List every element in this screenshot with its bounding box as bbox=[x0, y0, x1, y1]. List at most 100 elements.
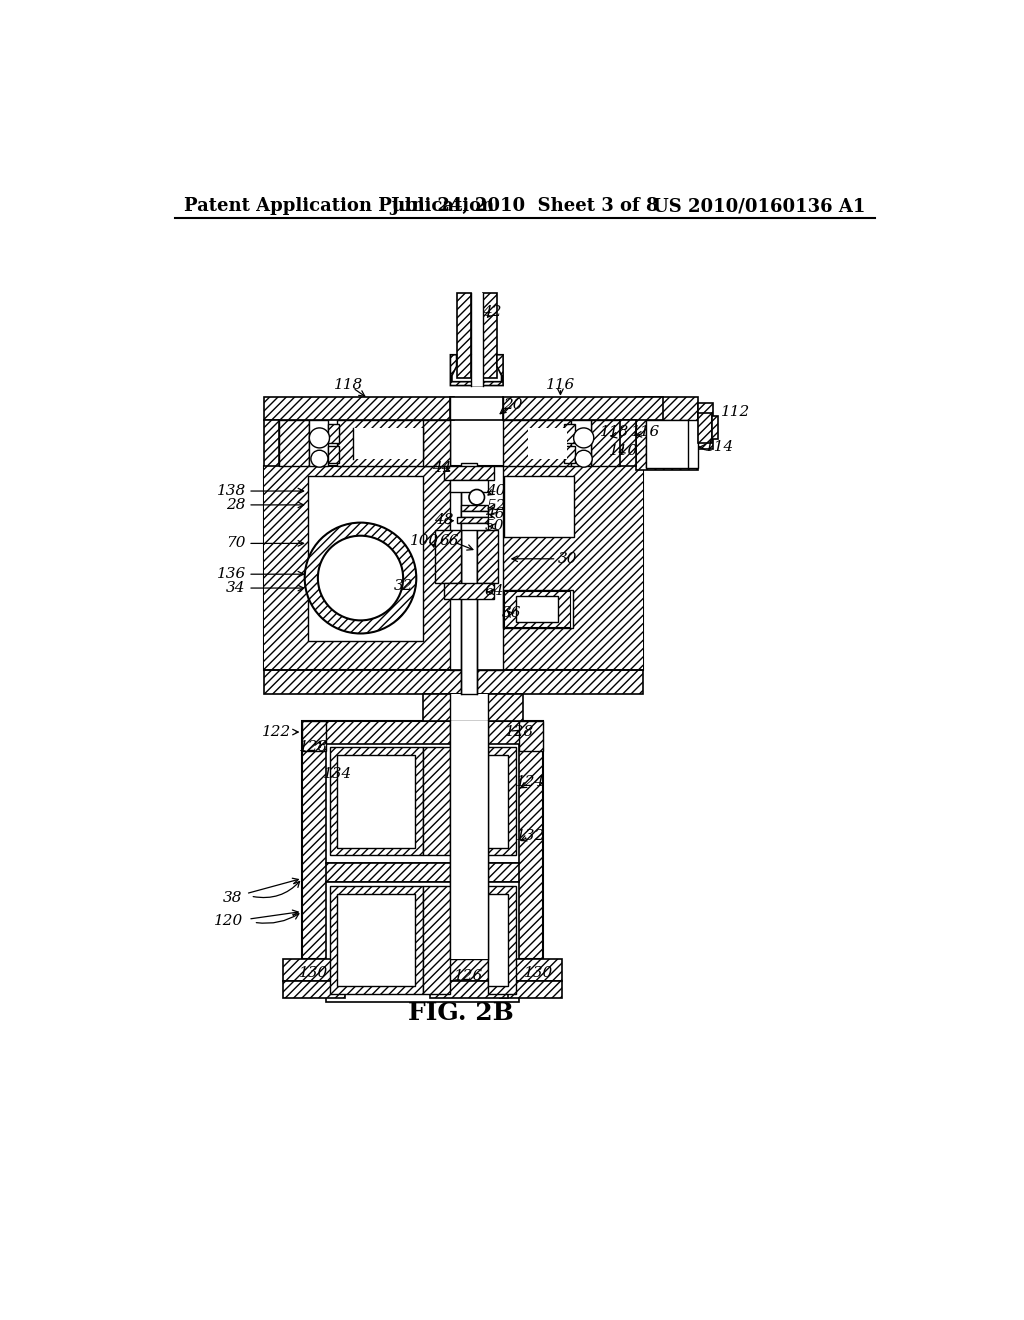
Text: 34: 34 bbox=[226, 581, 246, 595]
Bar bbox=[573, 466, 643, 671]
Bar bbox=[488, 747, 516, 855]
Bar bbox=[500, 981, 562, 998]
Text: 20: 20 bbox=[504, 397, 523, 412]
Text: 32: 32 bbox=[393, 578, 413, 593]
Text: 70: 70 bbox=[226, 536, 246, 550]
Text: 126: 126 bbox=[455, 969, 483, 983]
Text: 114: 114 bbox=[706, 440, 734, 454]
Bar bbox=[328, 446, 339, 462]
Text: 132: 132 bbox=[516, 829, 546, 843]
Bar bbox=[697, 412, 712, 444]
Bar bbox=[330, 747, 423, 855]
Bar bbox=[528, 428, 566, 459]
Bar bbox=[423, 886, 450, 994]
Text: 52: 52 bbox=[486, 499, 506, 513]
Text: 112: 112 bbox=[721, 405, 751, 420]
Bar bbox=[326, 743, 519, 863]
Text: 118: 118 bbox=[600, 425, 630, 438]
Circle shape bbox=[311, 450, 328, 467]
Bar bbox=[302, 721, 543, 960]
Bar bbox=[488, 886, 516, 994]
Circle shape bbox=[309, 428, 330, 447]
Bar bbox=[280, 420, 308, 466]
Bar bbox=[503, 397, 663, 420]
Bar bbox=[444, 583, 494, 599]
Text: 122: 122 bbox=[261, 725, 291, 739]
Text: 36: 36 bbox=[502, 606, 521, 619]
Text: 48: 48 bbox=[434, 513, 454, 527]
Bar bbox=[337, 894, 415, 986]
Bar bbox=[571, 420, 591, 466]
Bar bbox=[712, 416, 718, 440]
Bar bbox=[444, 466, 494, 480]
Bar bbox=[483, 293, 497, 378]
Bar bbox=[430, 981, 508, 998]
Text: 28: 28 bbox=[226, 498, 246, 512]
Bar bbox=[423, 747, 450, 855]
Bar bbox=[488, 894, 508, 986]
Bar bbox=[352, 428, 423, 459]
Text: FIG. 2B: FIG. 2B bbox=[409, 1001, 514, 1026]
Bar bbox=[451, 397, 503, 420]
Bar bbox=[337, 420, 450, 466]
Bar bbox=[263, 466, 643, 671]
Circle shape bbox=[317, 536, 403, 620]
Bar bbox=[263, 420, 280, 466]
Text: 120: 120 bbox=[213, 913, 243, 928]
Bar bbox=[461, 511, 488, 517]
Bar bbox=[423, 693, 523, 721]
Bar bbox=[326, 882, 519, 1002]
Bar bbox=[451, 480, 487, 492]
Bar bbox=[283, 960, 562, 981]
Text: 128: 128 bbox=[299, 741, 329, 755]
Bar bbox=[621, 420, 636, 466]
Text: Patent Application Publication: Patent Application Publication bbox=[183, 197, 494, 215]
Text: 66: 66 bbox=[440, 535, 460, 548]
Text: 130: 130 bbox=[299, 966, 329, 979]
Bar bbox=[451, 693, 487, 721]
Bar bbox=[646, 420, 697, 469]
Text: Jun. 24, 2010  Sheet 3 of 8: Jun. 24, 2010 Sheet 3 of 8 bbox=[390, 197, 659, 215]
Bar bbox=[330, 886, 423, 994]
Bar bbox=[471, 355, 483, 385]
Bar bbox=[564, 446, 575, 462]
Bar bbox=[458, 517, 488, 523]
Bar bbox=[477, 529, 499, 583]
Bar bbox=[457, 293, 471, 378]
Text: 134: 134 bbox=[323, 767, 352, 781]
Bar bbox=[451, 721, 487, 960]
Text: 40: 40 bbox=[486, 484, 506, 498]
Text: 116: 116 bbox=[631, 425, 660, 438]
Circle shape bbox=[573, 428, 594, 447]
Bar bbox=[451, 466, 503, 671]
Text: 118: 118 bbox=[334, 378, 364, 392]
Bar bbox=[488, 755, 508, 847]
Text: 38: 38 bbox=[223, 891, 243, 904]
Bar bbox=[451, 721, 487, 960]
Text: 50: 50 bbox=[484, 519, 505, 533]
Bar bbox=[504, 591, 569, 627]
Text: 130: 130 bbox=[524, 966, 553, 979]
Bar bbox=[423, 420, 451, 466]
Text: 44: 44 bbox=[432, 461, 452, 475]
Bar bbox=[308, 420, 328, 466]
Bar bbox=[308, 475, 423, 642]
Bar bbox=[504, 475, 573, 537]
Text: 100: 100 bbox=[411, 535, 439, 548]
Circle shape bbox=[305, 523, 417, 634]
Text: 128: 128 bbox=[505, 725, 534, 739]
Bar bbox=[263, 466, 306, 671]
Bar bbox=[646, 420, 688, 469]
Bar bbox=[519, 721, 543, 751]
Bar bbox=[503, 420, 571, 466]
Text: 110: 110 bbox=[609, 444, 639, 458]
Polygon shape bbox=[451, 355, 503, 385]
Bar bbox=[564, 424, 575, 444]
Text: 124: 124 bbox=[516, 775, 546, 789]
Circle shape bbox=[469, 490, 484, 506]
Bar bbox=[283, 981, 345, 998]
Bar bbox=[636, 397, 697, 470]
Text: 136: 136 bbox=[216, 568, 246, 581]
Bar bbox=[328, 424, 339, 444]
Bar bbox=[326, 863, 519, 882]
